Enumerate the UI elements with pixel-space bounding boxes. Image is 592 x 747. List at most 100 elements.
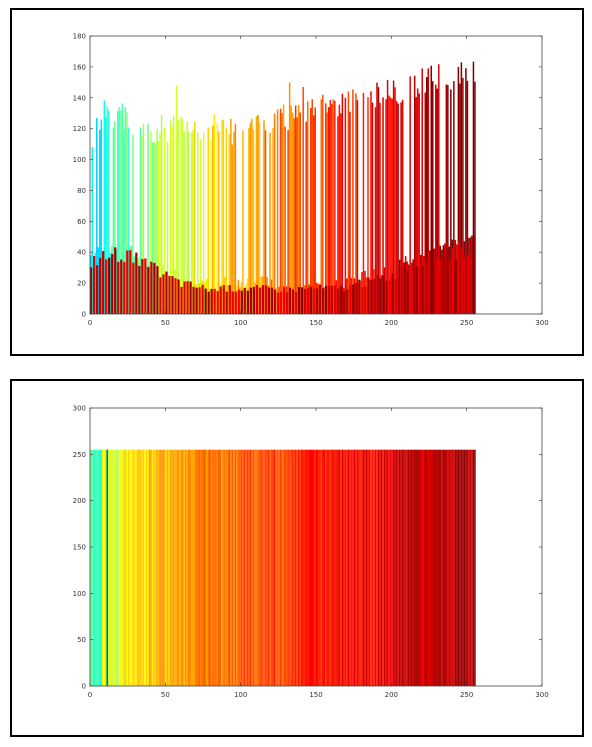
bottom-bar: [424, 449, 426, 686]
top-bar: [371, 102, 374, 315]
top-front-bar: [228, 285, 231, 314]
bottom-bar: [162, 449, 164, 686]
top-bar: [329, 99, 332, 314]
bottom-bar: [349, 449, 351, 686]
bottom-bar: [300, 449, 303, 686]
bottom-bar: [388, 449, 390, 686]
top-front-bar: [288, 287, 292, 314]
top-bar: [266, 277, 268, 314]
top-front-bar: [463, 257, 466, 314]
bottom-bar: [445, 449, 448, 686]
bottom-bar: [442, 449, 445, 686]
top-y-tick-label: 60: [77, 218, 86, 226]
bottom-bar: [132, 449, 134, 686]
top-bar: [314, 107, 316, 314]
top-bar: [299, 112, 301, 314]
top-y-tick-label: 120: [73, 125, 86, 133]
top-bar: [391, 98, 393, 314]
top-front-bar: [312, 288, 316, 314]
bottom-bar: [234, 449, 237, 686]
bottom-bar: [468, 449, 470, 686]
top-bar: [120, 110, 122, 314]
top-bar: [436, 88, 439, 314]
bottom-bar: [219, 449, 222, 686]
top-bar: [181, 118, 184, 314]
top-front-bar: [391, 273, 394, 314]
top-bar: [156, 128, 158, 314]
bottom-bar: [150, 449, 152, 686]
top-front-bar: [285, 292, 289, 314]
top-bar: [400, 102, 402, 314]
bottom-bar: [258, 449, 261, 686]
top-bar: [340, 113, 342, 314]
bottom-bar: [352, 449, 354, 686]
top-bar: [263, 120, 265, 314]
top-front-bar: [111, 253, 114, 314]
bottom-bar: [141, 449, 143, 686]
top-bar: [293, 118, 295, 314]
top-bar: [462, 77, 464, 315]
bottom-bar: [328, 449, 330, 686]
bottom-bar: [346, 449, 348, 686]
bottom-bar: [302, 449, 304, 686]
bottom-bar: [190, 449, 193, 686]
bottom-bar: [413, 449, 416, 686]
top-front-bar: [246, 290, 249, 314]
top-bar: [435, 84, 437, 314]
top-front-bar: [430, 249, 433, 314]
bottom-bar: [436, 449, 439, 686]
bottom-bar: [382, 449, 384, 686]
bottom-bar: [471, 449, 473, 686]
bottom-bar: [216, 449, 219, 686]
top-bar: [114, 121, 116, 314]
top-bar: [337, 116, 339, 314]
top-bar: [427, 68, 429, 314]
top-bar: [227, 285, 229, 314]
top-bar: [341, 93, 344, 314]
bottom-bar: [135, 449, 137, 686]
bottom-chart-frame: 0 50 100 150 200 250 300 0 50 100 150 200 250 300: [10, 379, 584, 737]
top-front-bar: [466, 255, 469, 314]
bottom-bar: [121, 449, 124, 686]
top-front-bar: [394, 279, 397, 314]
bottom-bar: [415, 449, 417, 686]
bottom-bar: [177, 449, 179, 686]
bottom-bar: [463, 449, 466, 686]
bottom-bar: [453, 449, 455, 686]
top-x-tick-label: 150: [309, 319, 322, 327]
top-bar: [196, 132, 199, 314]
top-bar: [459, 83, 461, 314]
bottom-bar: [139, 449, 142, 686]
bottom-bar: [221, 449, 223, 686]
bottom-bar: [285, 449, 288, 686]
top-front-bar: [189, 281, 192, 314]
bottom-bar: [299, 449, 301, 686]
bottom-bar: [133, 449, 136, 686]
top-bar: [306, 101, 309, 315]
top-bar: [222, 119, 225, 315]
top-bar: [284, 126, 286, 314]
top-bar: [344, 97, 347, 314]
bottom-histogram-chart: 0 50 100 150 200 250 300 0 50 100 150 200 250 300: [73, 405, 549, 700]
bottom-bar: [270, 449, 273, 686]
bottom-bar: [460, 449, 463, 686]
top-front-bar: [415, 266, 418, 314]
top-bar: [224, 276, 226, 314]
bottom-bar: [466, 449, 469, 686]
top-bar: [421, 68, 423, 314]
top-front-bar: [198, 287, 201, 314]
top-bar: [392, 80, 395, 314]
top-y-tick-label: 100: [73, 156, 86, 164]
top-bar: [148, 260, 151, 314]
bottom-bar: [373, 449, 375, 686]
top-bar: [258, 122, 261, 314]
top-front-bar: [340, 285, 343, 314]
top-bar: [151, 142, 154, 314]
top-front-bar: [334, 285, 337, 314]
bottom-bar: [212, 449, 214, 686]
top-front-bar: [397, 278, 400, 314]
bottom-bar: [266, 449, 268, 686]
top-bar: [264, 130, 267, 314]
bottom-bar: [136, 449, 139, 686]
bottom-bar: [409, 449, 411, 686]
